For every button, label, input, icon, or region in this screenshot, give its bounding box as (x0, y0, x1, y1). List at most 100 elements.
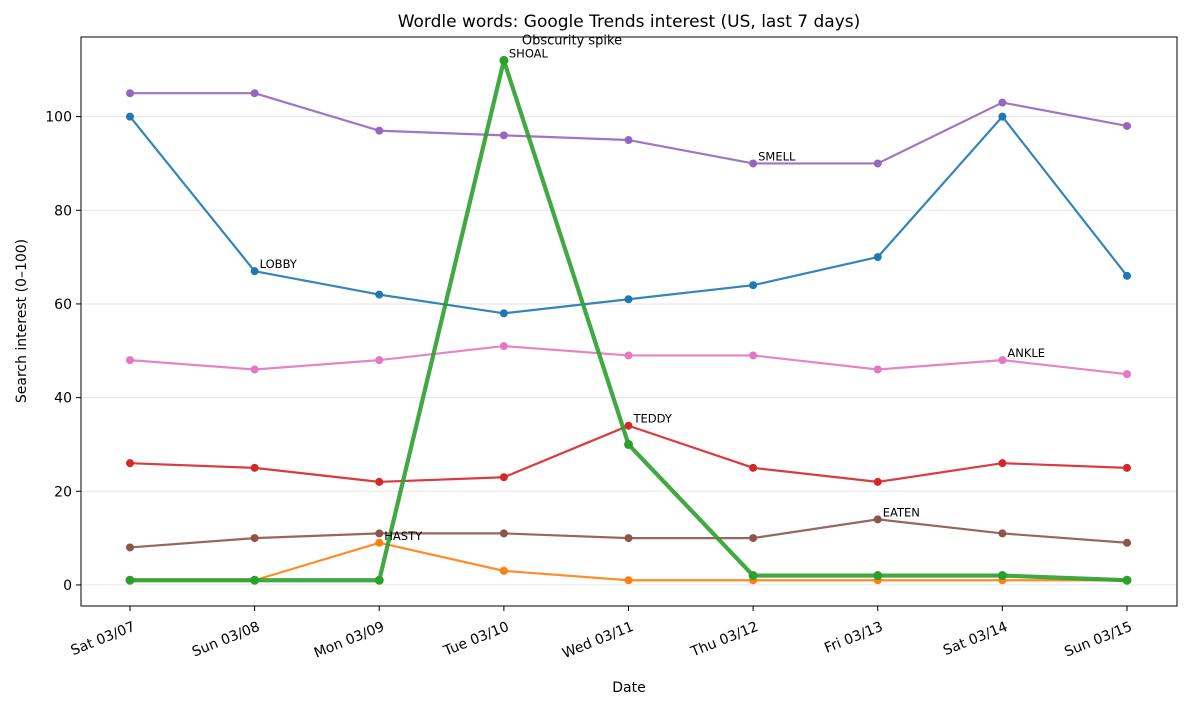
data-point (873, 571, 883, 581)
data-point (250, 575, 260, 585)
data-point (1122, 575, 1132, 585)
y-tick-label: 20 (54, 484, 72, 500)
data-point (998, 459, 1007, 468)
data-point (1123, 370, 1131, 379)
data-point (873, 253, 882, 262)
y-axis: 0 20 40 60 80 100 (45, 110, 81, 594)
series-0 (126, 112, 1131, 318)
data-point (375, 538, 384, 547)
x-tick-label: Sun 03/15 (1062, 619, 1134, 661)
data-point (126, 543, 134, 552)
data-point (749, 534, 758, 543)
series-2 (126, 342, 1131, 379)
series-6 (125, 55, 1132, 585)
annotations: LOBBY SMELL ANKLE TEDDY EATEN HASTY SHOALObscu… (260, 33, 1045, 542)
data-point (499, 55, 509, 65)
data-point (624, 295, 633, 304)
annotation-label: ANKLE (1007, 346, 1045, 360)
data-point (873, 515, 882, 524)
data-point (250, 463, 259, 472)
data-point (873, 159, 882, 168)
x-tick-label: Sat 03/14 (941, 619, 1010, 659)
data-point (998, 112, 1007, 121)
data-point (375, 290, 384, 299)
annotation-label: SHOAL (509, 46, 549, 60)
annotation-label: EATEN (883, 505, 920, 519)
data-point (250, 267, 259, 276)
x-tick-label: Sun 03/08 (190, 619, 262, 661)
x-tick-label: Fri 03/13 (822, 619, 885, 657)
y-tick-label: 100 (45, 110, 72, 126)
series-3 (126, 421, 1131, 486)
data-point (125, 575, 135, 585)
data-point (624, 421, 633, 430)
data-point (873, 365, 882, 374)
spike-annotation: Obscurity spike (522, 33, 622, 48)
data-point (624, 351, 633, 360)
annotation-label: SMELL (758, 149, 796, 163)
data-point (499, 566, 508, 575)
data-point (250, 89, 259, 98)
data-point (998, 529, 1007, 538)
annotation-label: LOBBY (260, 257, 298, 271)
data-point (1123, 271, 1131, 280)
series-line (129, 115, 1128, 315)
series-4 (126, 515, 1131, 552)
series-lines (125, 55, 1132, 585)
data-point (997, 571, 1007, 581)
data-point (1123, 121, 1131, 130)
series-line (129, 344, 1128, 376)
plot-area-frame (80, 36, 1178, 607)
y-tick-label: 80 (54, 203, 72, 219)
x-tick-label: Mon 03/09 (312, 619, 387, 662)
data-point (499, 529, 508, 538)
chart-title: Wordle words: Google Trends interest (US… (398, 12, 861, 32)
data-point (749, 159, 758, 168)
data-point (499, 342, 508, 351)
data-point (375, 126, 384, 135)
series-line (130, 92, 1128, 165)
data-point (998, 98, 1007, 107)
data-point (873, 477, 882, 486)
data-point (1123, 538, 1131, 547)
x-tick-label: Tue 03/10 (441, 619, 512, 660)
data-point (748, 571, 758, 581)
data-point (499, 309, 508, 318)
data-point (1123, 463, 1131, 472)
gridlines (81, 116, 1177, 586)
data-point (624, 439, 633, 449)
data-point (250, 534, 259, 543)
data-point (126, 112, 134, 121)
annotation-label: TEDDY (633, 412, 673, 426)
y-axis-label: Search interest (0–100) (14, 239, 30, 403)
series-1 (126, 89, 1131, 168)
data-point (499, 131, 508, 140)
data-point (375, 529, 384, 538)
x-tick-label: Sat 03/07 (69, 619, 138, 659)
data-point (749, 463, 758, 472)
annotation-label: HASTY (384, 529, 423, 543)
series-line (129, 424, 1128, 483)
data-point (499, 473, 508, 482)
data-point (375, 356, 384, 365)
data-point (624, 136, 633, 145)
x-tick-label: Wed 03/11 (560, 619, 636, 662)
y-tick-label: 60 (54, 297, 72, 313)
y-tick-label: 0 (63, 578, 72, 594)
data-point (250, 365, 259, 374)
x-tick-label: Thu 03/12 (688, 619, 761, 661)
data-point (374, 575, 384, 585)
data-point (749, 351, 758, 360)
y-tick-label: 40 (54, 391, 72, 407)
data-point (126, 356, 134, 365)
data-point (624, 534, 633, 543)
data-point (624, 576, 633, 585)
data-point (998, 356, 1007, 365)
data-point (126, 89, 134, 98)
data-point (126, 459, 134, 468)
x-axis-label: Date (612, 680, 645, 696)
x-axis: Sat 03/07 Sun 03/08 Mon 03/09 Tue 03/10 Wed … (69, 606, 1134, 662)
data-point (375, 477, 384, 486)
series-line (129, 518, 1128, 549)
